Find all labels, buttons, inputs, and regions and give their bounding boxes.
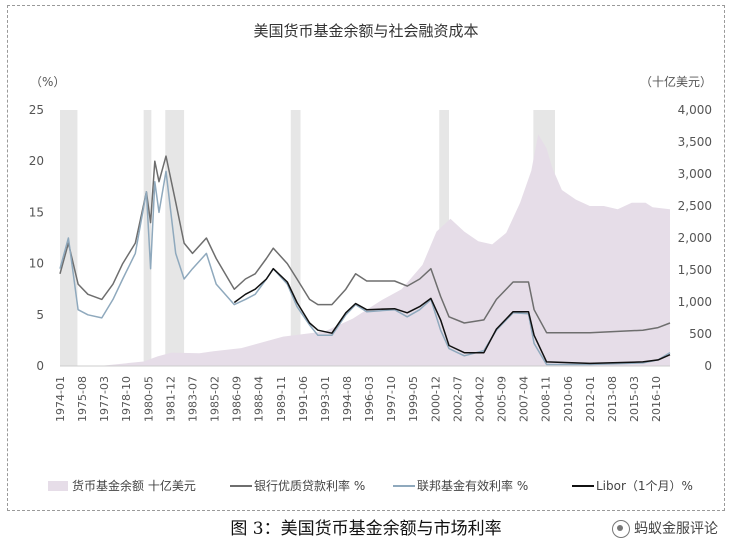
- x-tick-label: 1983-07: [186, 376, 199, 422]
- x-tick-label: 2000-12: [429, 376, 442, 422]
- figure-caption: 图 3：美国货币基金余额与市场利率: [230, 519, 502, 539]
- x-tick-label: 2007-04: [518, 376, 531, 422]
- left-tick-label: 20: [29, 154, 44, 168]
- x-tick-label: 1978-10: [120, 376, 133, 422]
- x-tick-label: 1980-05: [142, 376, 155, 422]
- wechat-icon: [612, 520, 630, 538]
- legend-label: Libor（1个月）%: [596, 479, 693, 493]
- right-tick-label: 2,000: [678, 231, 712, 245]
- x-tick-label: 1988-04: [253, 376, 266, 422]
- x-tick-label: 1991-06: [297, 376, 310, 422]
- x-tick-label: 1994-08: [341, 376, 354, 422]
- x-tick-label: 1985-02: [209, 376, 222, 422]
- right-tick-label: 1,500: [678, 263, 712, 277]
- left-tick-label: 15: [29, 205, 44, 219]
- left-tick-label: 0: [36, 359, 44, 373]
- recession-band-3: [290, 110, 301, 366]
- right-tick-label: 2,500: [678, 199, 712, 213]
- x-tick-label: 2004-02: [473, 376, 486, 422]
- series-line-3: [233, 267, 671, 365]
- right-tick-label: 3,000: [678, 167, 712, 181]
- x-tick-label: 1999-05: [407, 376, 420, 422]
- legend-label: 联邦基金有效利率 %: [417, 478, 528, 493]
- chart-frame: [7, 5, 725, 511]
- left-axis-unit: （%）: [30, 75, 65, 89]
- right-axis-unit: （十亿美元）: [640, 74, 712, 89]
- right-tick-label: 500: [689, 327, 712, 341]
- x-tick-label: 2013-08: [606, 376, 619, 422]
- x-tick-label: 1986-09: [231, 376, 244, 422]
- x-tick-label: 2010-06: [562, 376, 575, 422]
- x-tick-label: 1975-08: [76, 376, 89, 422]
- recession-band-2: [165, 110, 185, 366]
- series-area-money-fund: [60, 134, 670, 366]
- x-tick-label: 2008-11: [540, 376, 553, 422]
- x-tick-label: 1997-10: [385, 376, 398, 422]
- x-tick-label: 2005-09: [496, 376, 509, 422]
- legend-label: 货币基金余额 十亿美元: [72, 478, 196, 493]
- right-tick-label: 1,000: [678, 295, 712, 309]
- x-tick-label: 2012-01: [584, 376, 597, 422]
- watermark: 蚂蚁金服评论: [612, 514, 718, 544]
- x-tick-label: 1977-03: [98, 376, 111, 422]
- recession-band-1: [143, 110, 152, 366]
- x-tick-label: 2015-03: [628, 376, 641, 422]
- x-tick-label: 1996-03: [363, 376, 376, 422]
- right-tick-label: 0: [704, 359, 712, 373]
- legend-swatch-area: [48, 481, 68, 491]
- series-line-2: [59, 170, 671, 366]
- right-tick-label: 4,000: [678, 103, 712, 117]
- right-tick-label: 3,500: [678, 135, 712, 149]
- x-tick-label: 1993-01: [319, 376, 332, 422]
- watermark-text: 蚂蚁金服评论: [634, 521, 718, 537]
- legend-label: 银行优质贷款利率 %: [254, 478, 365, 493]
- left-tick-label: 5: [36, 308, 44, 322]
- chart-title: 美国货币基金余额与社会融资成本: [253, 22, 478, 40]
- left-tick-label: 10: [29, 257, 44, 271]
- x-tick-label: 1989-11: [275, 376, 288, 422]
- x-tick-label: 2016-10: [650, 376, 663, 422]
- x-tick-label: 1981-12: [164, 376, 177, 422]
- left-tick-label: 25: [29, 103, 44, 117]
- x-tick-label: 1974-01: [54, 376, 67, 422]
- x-tick-label: 2002-07: [451, 376, 464, 422]
